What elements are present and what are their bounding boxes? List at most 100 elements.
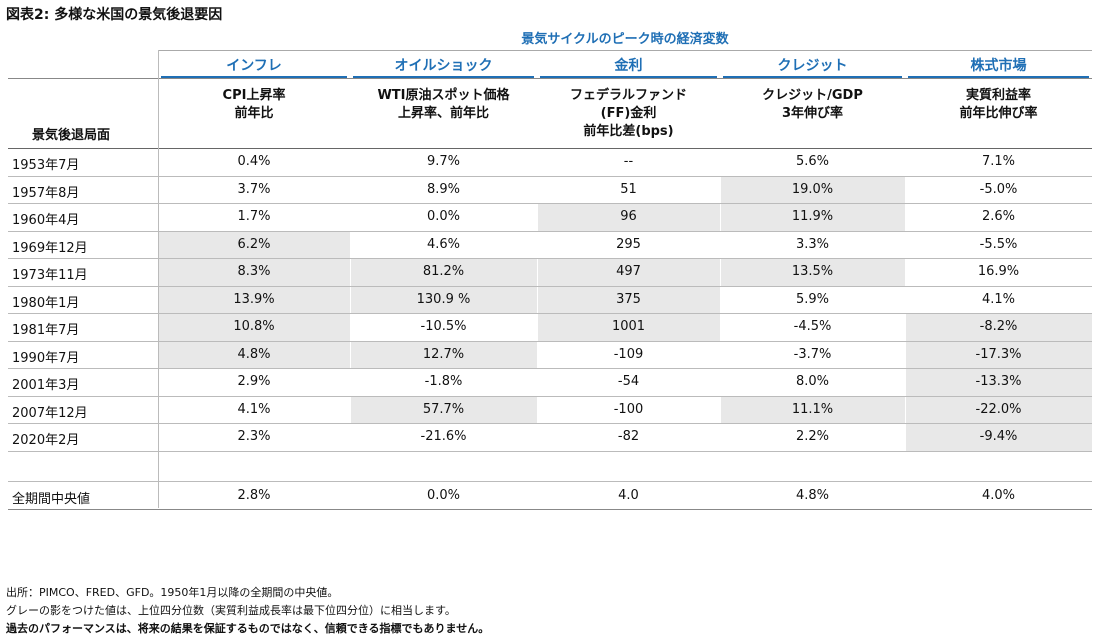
row-label: 1981年7月 (12, 323, 80, 338)
shaded-cell (351, 396, 537, 423)
rule (540, 76, 717, 78)
cell: -17.3% (975, 346, 1022, 362)
shaded-cell (721, 259, 905, 286)
cell: -100 (613, 401, 644, 417)
rule (161, 76, 347, 78)
cell: 2.9% (237, 374, 271, 389)
rule (8, 340, 1092, 342)
group-header: クレジット (777, 58, 848, 74)
cell: 3.3% (795, 236, 830, 252)
row-label: 1960年4月 (12, 213, 80, 228)
footnote: 出所：PIMCO、FRED、GFD。1950年1月以降の全期間の中央値。 (6, 586, 339, 599)
cell: -109 (613, 346, 644, 362)
column-header: WTI原油スポット価格 (377, 88, 510, 103)
cell: 497 (616, 264, 641, 279)
cell: 16.9% (977, 264, 1020, 279)
rule (8, 450, 1092, 452)
shaded-cell (906, 396, 1092, 423)
shaded-cell (159, 231, 350, 258)
group-header: インフレ (226, 58, 282, 74)
cell: 13.5% (791, 264, 834, 279)
shaded-cell (351, 341, 537, 368)
rule (353, 76, 534, 78)
column-header: クレジット/GDP (762, 88, 863, 103)
column-header: 実質利益率 (965, 88, 1031, 103)
shaded-cell (159, 259, 350, 286)
rule (8, 395, 1092, 397)
cell: -9.4% (979, 429, 1018, 444)
cell: 295 (616, 236, 641, 252)
group-header: 金利 (614, 58, 643, 74)
cell: -4.5% (793, 319, 832, 334)
shaded-cell (906, 314, 1092, 341)
column-header: CPI上昇率 (222, 88, 286, 103)
footnote: 過去のパフォーマンスは、将来の結果を保証するものではなく、信頼できる指標でもあり… (6, 622, 490, 635)
cell: 10.8% (233, 319, 275, 334)
cell: 6.2% (237, 236, 271, 252)
shaded-cell (721, 396, 905, 423)
rule (908, 76, 1089, 78)
rule (8, 175, 1092, 177)
cell: 19.0% (791, 181, 834, 197)
column-header: 前年比 (234, 106, 274, 121)
cell: -10.5% (420, 319, 467, 334)
rule (8, 230, 1092, 232)
cell: 0.4% (237, 154, 271, 169)
rule (8, 423, 1092, 424)
cell: 12.7% (422, 346, 465, 362)
cell: 11.1% (791, 401, 834, 417)
column-header: フェデラルファンド (569, 88, 687, 103)
cell: -5.5% (979, 236, 1018, 252)
row-label: 2001年3月 (12, 378, 80, 393)
cell: 2.6% (981, 209, 1016, 224)
cell: 4.1% (237, 401, 271, 417)
row-label: 2020年2月 (12, 433, 80, 448)
shaded-cell (538, 204, 720, 231)
cell: 7.1% (981, 154, 1016, 169)
cell: 51 (620, 181, 637, 197)
rule (8, 258, 1092, 259)
cell: -1.8% (424, 374, 463, 389)
shaded-cell (159, 314, 350, 341)
median-cell: 4.8% (795, 487, 830, 503)
cell: 3.7% (237, 181, 271, 197)
shaded-cell (721, 204, 905, 231)
cell: -54 (617, 374, 640, 389)
median-cell: 2.8% (237, 487, 271, 503)
cell: -- (623, 154, 634, 169)
cell: -3.7% (793, 346, 832, 362)
median-cell: 0.0% (426, 487, 461, 503)
cell: 8.9% (426, 181, 461, 197)
cell: 13.9% (233, 291, 275, 307)
shaded-cell (538, 286, 720, 313)
rule (8, 148, 1092, 149)
cell: 4.6% (426, 236, 461, 252)
rule (8, 285, 1092, 287)
cell: 1001 (611, 319, 646, 334)
cell: 4.1% (981, 291, 1016, 307)
cell: 57.7% (422, 401, 465, 417)
median-cell: 4.0 (618, 487, 639, 503)
rule (8, 508, 1092, 510)
super-header: 景気サイクルのピーク時の経済変数 (521, 32, 729, 47)
row-label: 1953年7月 (12, 158, 80, 173)
row-label: 1990年7月 (12, 350, 80, 366)
row-label: 1969年12月 (12, 240, 88, 256)
shaded-cell (538, 259, 720, 286)
cell: 0.0% (426, 209, 461, 224)
cell: -8.2% (979, 319, 1018, 334)
cell: -21.6% (420, 429, 467, 444)
cell: 5.6% (795, 154, 830, 169)
row-label-header: 景気後退局面 (32, 128, 111, 143)
column-header: 前年比伸び率 (959, 106, 1038, 121)
cell: -13.3% (975, 374, 1022, 389)
row-label: 1973年11月 (12, 268, 88, 283)
rule (8, 368, 1092, 369)
cell: 96 (620, 209, 637, 224)
rule (8, 203, 1092, 204)
column-divider (158, 50, 159, 508)
group-header: オイルショック (394, 58, 493, 74)
row-label: 2007年12月 (12, 405, 88, 421)
column-header: (FF)金利 (600, 106, 657, 121)
